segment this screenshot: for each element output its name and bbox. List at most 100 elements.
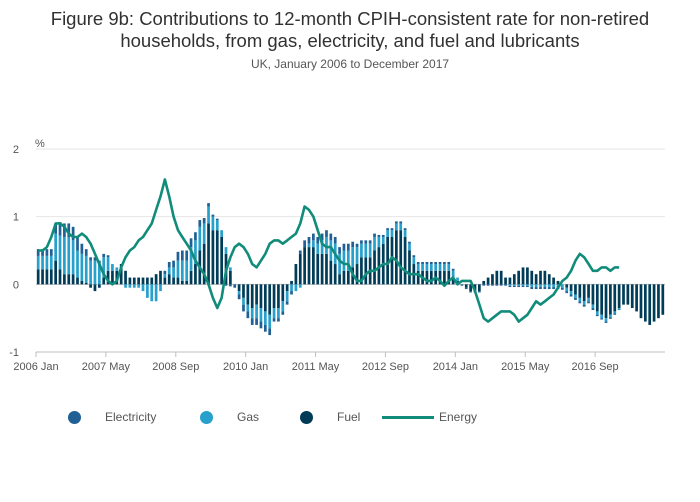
bar-electricity [390,228,394,231]
legend-label-gas: Gas [237,410,260,424]
bar-fuel [652,284,656,322]
bar-fuel [128,277,132,285]
bar-gas [215,220,219,231]
bar-fuel [329,260,333,285]
bar-electricity [512,285,516,288]
bar-fuel [89,284,92,288]
legend-item-electricity[interactable]: Electricity [68,403,156,431]
bar-electricity [381,234,385,237]
bar-gas [224,247,228,254]
bar-gas [456,277,459,281]
bar-fuel [447,270,451,285]
bar-electricity [176,251,180,261]
bar-gas [298,284,302,288]
bar-electricity [71,226,75,241]
bar-fuel [451,277,455,285]
bar-fuel [643,284,647,322]
bar-fuel [202,243,206,285]
bar-fuel [390,236,394,285]
bar-fuel [530,270,534,285]
bar-gas [373,236,376,251]
bar-electricity [185,250,189,261]
bar-electricity [543,287,547,290]
bar-fuel [403,236,407,285]
bar-electricity [565,291,569,294]
bar-fuel [504,277,507,285]
bar-fuel [657,284,660,319]
bar-electricity [517,285,521,288]
bar-gas [54,233,58,261]
bar-electricity [325,230,328,237]
bar-fuel [521,267,525,285]
bar-gas [355,247,359,265]
bar-electricity [609,317,612,319]
bar-electricity [416,262,420,265]
bar-fuel [360,257,363,285]
bar-electricity [438,262,442,265]
bar-fuel [556,280,560,285]
bar-electricity [316,236,320,244]
legend-swatch-gas [200,410,213,424]
bar-gas [202,223,206,244]
bar-fuel [373,250,376,285]
bar-fuel [272,284,276,309]
bar-electricity [202,218,206,224]
bar-fuel [469,284,472,292]
bar-fuel [600,284,604,315]
bar-gas [508,284,512,286]
bar-electricity [172,260,175,268]
bar-fuel [268,284,272,315]
bar-gas [277,308,280,319]
bar-gas [150,284,154,302]
bar-fuel [242,284,245,298]
bar-fuel [176,277,180,285]
bar-electricity [194,232,197,241]
legend-item-gas[interactable]: Gas [200,403,259,431]
bar-electricity [329,233,333,241]
bar-gas [517,284,521,286]
bar-electricity [539,287,542,290]
bar-electricity [351,241,355,248]
bar-gas [604,318,608,322]
bar-gas [132,284,136,288]
bar-electricity [368,240,372,244]
bar-electricity [342,243,346,251]
bar-fuel [54,260,58,285]
bar-gas [255,304,258,319]
bar-gas [272,308,276,319]
bar-electricity [451,268,455,271]
bar-electricity [355,243,359,248]
bar-fuel [80,280,84,285]
legend-item-fuel[interactable]: Fuel [300,403,360,431]
legend-item-energy[interactable]: Energy [382,403,477,431]
bar-electricity [495,284,499,286]
bar-gas [521,284,525,286]
bar-gas [342,250,346,271]
bar-electricity [617,309,621,311]
bar-fuel [338,274,341,285]
legend-label-electricity: Electricity [105,410,157,424]
bar-gas [560,284,564,288]
bar-electricity [364,240,368,244]
bar-fuel [172,277,175,285]
x-tick-label: 2006 Jan [13,361,58,373]
bar-fuel [290,280,293,285]
bar-gas [45,255,49,270]
bar-fuel [569,284,573,292]
bar-gas [159,284,162,292]
bar-gas [617,308,621,310]
bar-fuel [499,270,503,285]
bar-electricity [84,249,88,256]
bar-fuel [294,264,298,285]
bar-fuel [185,280,189,285]
bar-gas [613,311,617,314]
bar-gas [316,243,320,254]
bar-gas [360,243,363,258]
bar-fuel [163,277,167,285]
bar-gas [294,284,298,292]
bar-electricity [574,297,577,300]
bar-gas [63,236,66,275]
bar-electricity [547,287,551,290]
legend-label-fuel: Fuel [337,410,361,424]
bar-gas [325,236,328,254]
